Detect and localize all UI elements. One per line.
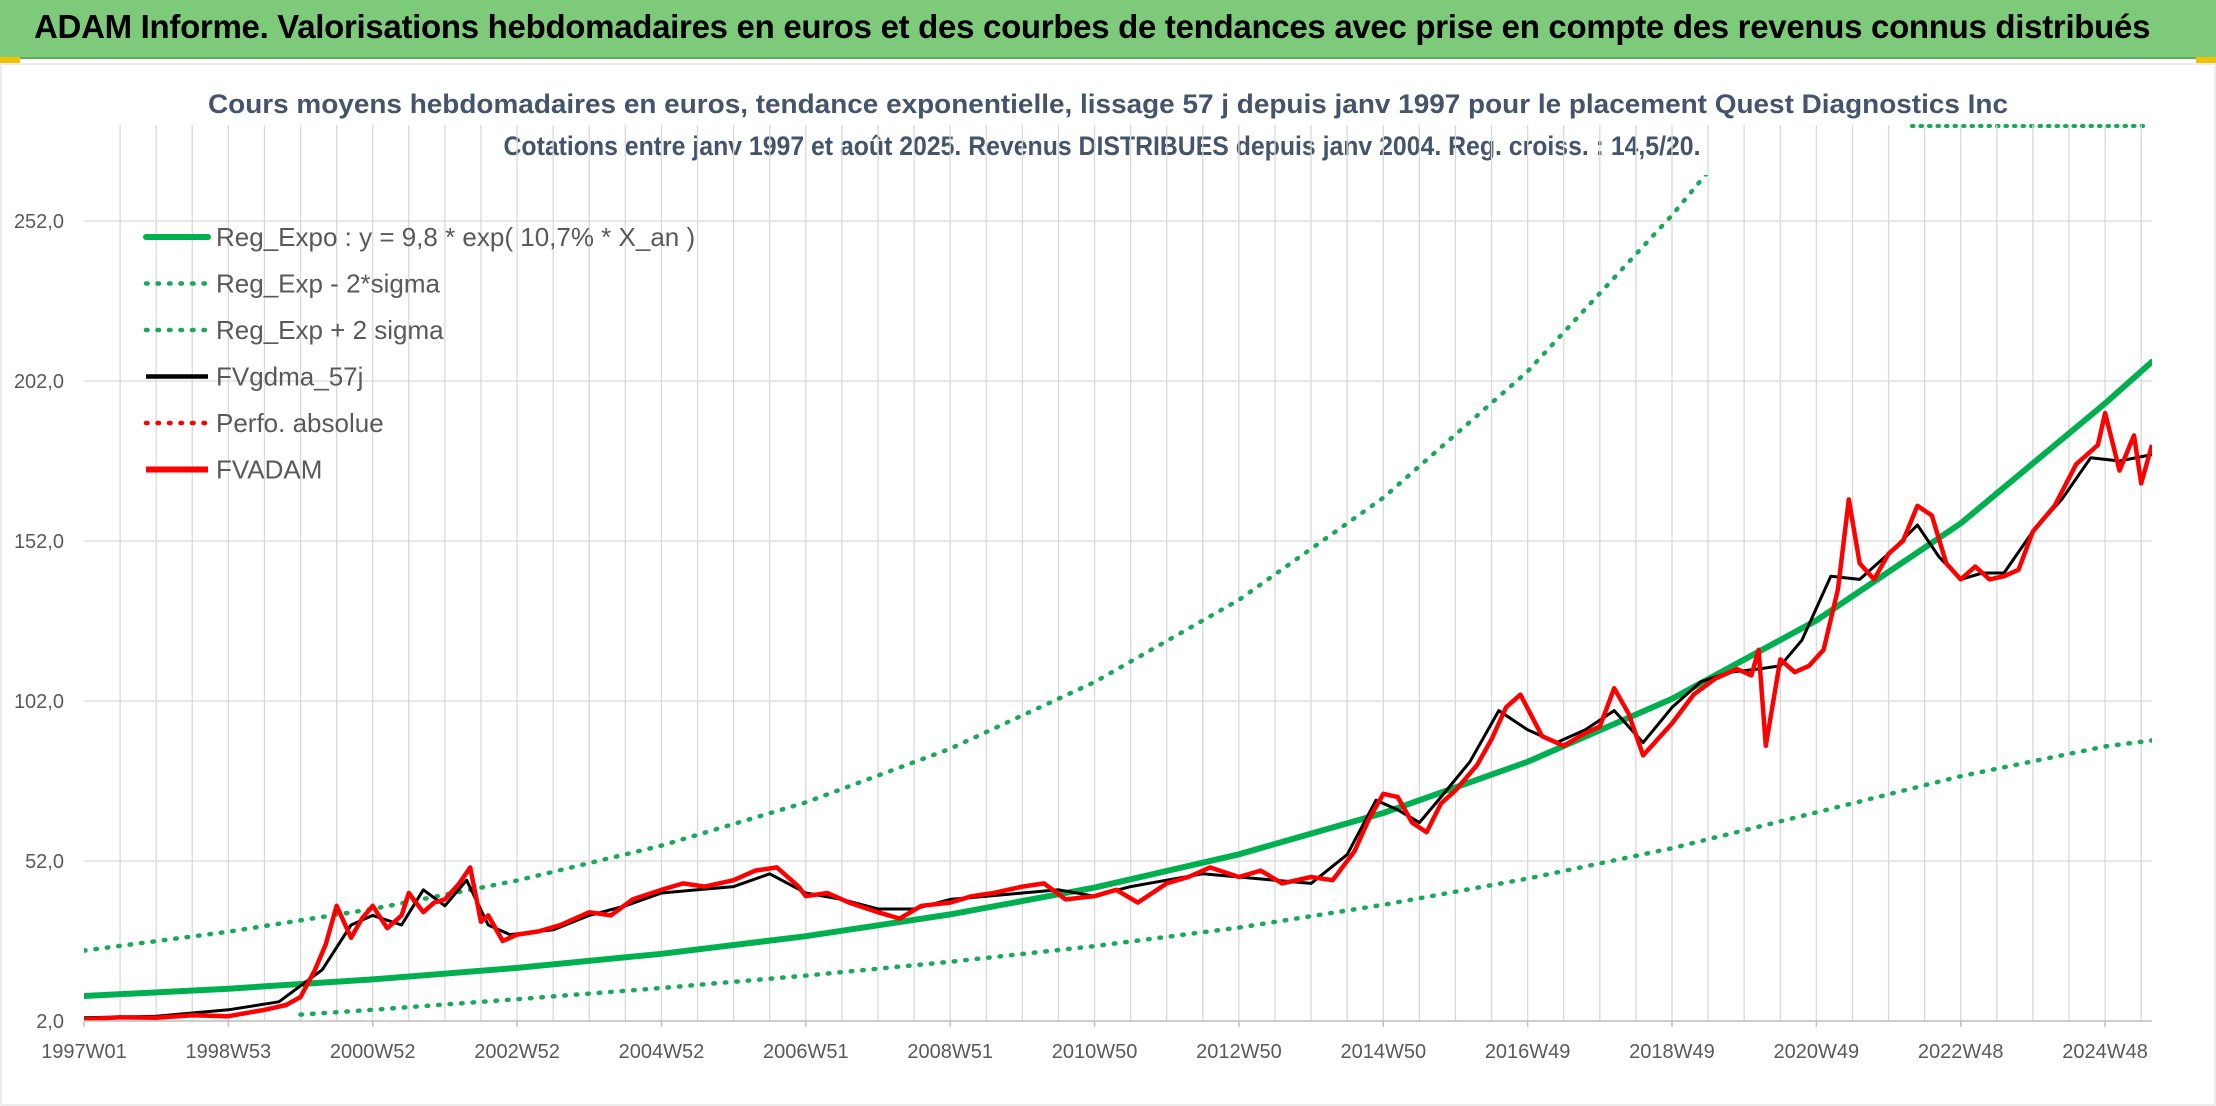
x-tick-label: 2008W51 <box>907 1041 993 1063</box>
report-header-title: ADAM Informe. Valorisations hebdomadaire… <box>34 8 2151 45</box>
x-tick-label: 2004W52 <box>619 1041 705 1063</box>
x-tick-label: 2016W49 <box>1485 1041 1571 1063</box>
series-line-1 <box>298 738 2152 1017</box>
x-tick-label: 2010W50 <box>1052 1041 1138 1063</box>
legend: Reg_Expo : y = 9,8 * exp( 10,7% * X_an )… <box>143 222 695 485</box>
x-tick-label: 1997W01 <box>41 1041 127 1063</box>
axes: 2,0 52,0 102,0 152,0 202,0 252,0 1997W01 1998W5… <box>14 211 2152 1063</box>
line-chart: Cours moyens hebdomadaires en euros, ten… <box>0 63 2216 1106</box>
chart-area: Cours moyens hebdomadaires en euros, ten… <box>0 63 2216 1106</box>
chart-frame <box>0 63 2216 1106</box>
chart-subtitle: Cotations entre janv 1997 et août 2025. … <box>504 131 1701 161</box>
y-tick-label: 152,0 <box>14 531 64 553</box>
x-tick-label: 2024W48 <box>2062 1041 2148 1063</box>
chart-title: Cours moyens hebdomadaires en euros, ten… <box>208 89 2008 119</box>
y-tick-label: 102,0 <box>14 691 64 713</box>
x-tick-label: 2018W49 <box>1629 1041 1715 1063</box>
x-tick-label: 2014W50 <box>1340 1041 1426 1063</box>
y-tick-label: 2,0 <box>36 1011 64 1033</box>
legend-label: Reg_Exp - 2*sigma <box>216 269 441 299</box>
banner-corner-accent-right <box>2196 57 2216 63</box>
banner-corner-accent-left <box>0 57 20 63</box>
report-header-banner: ADAM Informe. Valorisations hebdomadaire… <box>0 0 2216 59</box>
x-tick-label: 2022W48 <box>1918 1041 2004 1063</box>
series-line-2 <box>84 175 1709 953</box>
y-tick-label: 52,0 <box>25 851 64 873</box>
x-tick-label: 2000W52 <box>330 1041 416 1063</box>
x-tick-label: 2012W50 <box>1196 1041 1282 1063</box>
legend-label: FVADAM <box>216 455 322 485</box>
legend-label: Perfo. absolue <box>216 408 384 438</box>
series-lines <box>84 175 2152 1021</box>
series-line-0 <box>84 358 2152 999</box>
series-line-5 <box>84 410 2152 1021</box>
legend-label: FVgdma_57j <box>216 362 363 392</box>
x-tick-label: 2020W49 <box>1774 1041 1860 1063</box>
y-tick-label: 252,0 <box>14 211 64 233</box>
y-tick-label: 202,0 <box>14 371 64 393</box>
legend-label: Reg_Expo : y = 9,8 * exp( 10,7% * X_an ) <box>216 222 695 252</box>
x-tick-label: 1998W53 <box>186 1041 272 1063</box>
x-tick-label: 2002W52 <box>474 1041 560 1063</box>
x-tick-label: 2006W51 <box>763 1041 849 1063</box>
legend-label: Reg_Exp + 2 sigma <box>216 315 444 345</box>
gridlines <box>84 125 2152 1022</box>
